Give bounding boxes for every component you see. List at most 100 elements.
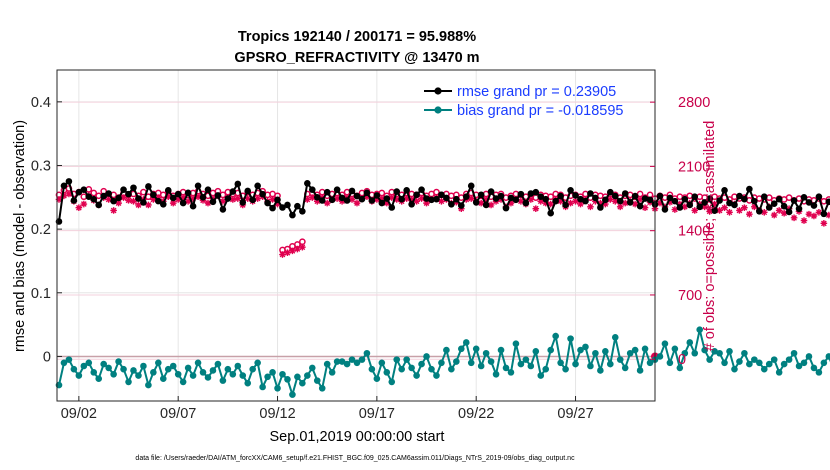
rmse-point bbox=[825, 198, 830, 206]
bias-series-group bbox=[55, 326, 830, 399]
bias-point bbox=[760, 365, 768, 373]
rmse-point bbox=[313, 194, 321, 201]
bias-point bbox=[433, 372, 440, 379]
bias-point bbox=[671, 345, 679, 353]
rmse-point bbox=[75, 188, 83, 196]
rmse-point bbox=[274, 196, 281, 204]
bias-point bbox=[408, 364, 415, 372]
rmse-point bbox=[597, 204, 604, 211]
obs-assimilated-point bbox=[785, 205, 793, 212]
rmse-point bbox=[746, 185, 753, 193]
bias-point bbox=[358, 356, 366, 363]
rmse-point bbox=[497, 192, 505, 200]
rmse-point bbox=[110, 197, 117, 205]
bias-point bbox=[274, 384, 281, 392]
bias-point bbox=[686, 339, 694, 346]
bias-point bbox=[572, 360, 579, 368]
obs-assimilated-point bbox=[741, 204, 748, 212]
bias-point bbox=[611, 334, 619, 341]
obs-assimilated-point bbox=[145, 201, 152, 209]
bias-point bbox=[229, 370, 237, 378]
rmse-point bbox=[711, 207, 718, 214]
rmse-point bbox=[120, 186, 127, 193]
obs-assimilated-point bbox=[666, 198, 674, 206]
bias-point bbox=[115, 358, 122, 365]
rmse-point bbox=[736, 192, 743, 200]
rmse-point bbox=[333, 186, 341, 193]
chart-title-line1: Tropics 192140 / 200171 = 95.988% bbox=[238, 29, 476, 45]
rmse-point bbox=[641, 195, 649, 202]
rmse-point bbox=[328, 196, 336, 204]
legend: rmse grand pr = 0.23905 bias grand pr = … bbox=[424, 84, 623, 119]
obs-assimilated-point bbox=[80, 200, 88, 208]
bias-point bbox=[751, 356, 758, 363]
right-tick-label-2: 1400 bbox=[678, 224, 710, 240]
obs-assimilated-point bbox=[194, 193, 202, 201]
obs-assimilated-point bbox=[110, 207, 117, 214]
rmse-point bbox=[229, 188, 237, 195]
bias-point bbox=[606, 360, 614, 368]
rmse-point bbox=[219, 206, 227, 213]
rmse-point bbox=[239, 199, 247, 206]
bias-point bbox=[502, 364, 510, 372]
rmse-point bbox=[467, 182, 475, 190]
obs-assimilated-point bbox=[547, 200, 554, 208]
rmse-point bbox=[224, 195, 232, 202]
rmse-point bbox=[616, 197, 624, 205]
obs-assimilated-point bbox=[294, 245, 301, 253]
rmse-point bbox=[343, 197, 351, 204]
bias-point bbox=[532, 348, 540, 355]
bias-point bbox=[318, 384, 326, 392]
bias-point bbox=[373, 375, 381, 383]
rmse-point bbox=[358, 195, 366, 203]
bias-point bbox=[348, 356, 356, 363]
bias-point bbox=[249, 365, 256, 373]
data-file-footer: data file: /Users/raeder/DAI/ATM_forcXX/… bbox=[135, 455, 575, 462]
rmse-point bbox=[403, 187, 410, 194]
obs-assimilated-point bbox=[169, 199, 177, 207]
bias-point bbox=[482, 349, 490, 357]
rmse-point bbox=[482, 201, 490, 209]
bias-point bbox=[736, 358, 743, 365]
bias-point bbox=[522, 356, 530, 363]
rmse-point bbox=[646, 196, 654, 204]
obs-assimilated-point bbox=[284, 249, 291, 257]
rmse-point bbox=[279, 204, 286, 211]
bias-point bbox=[492, 370, 500, 378]
bias-point bbox=[731, 365, 738, 373]
bias-point bbox=[656, 353, 664, 360]
bias-point bbox=[383, 369, 391, 376]
obs-assimilated-point bbox=[721, 204, 728, 212]
rmse-point bbox=[214, 192, 222, 199]
bias-point bbox=[304, 372, 311, 379]
bias-point bbox=[477, 362, 485, 370]
bias-point bbox=[428, 365, 435, 373]
bias-point bbox=[602, 348, 609, 355]
rmse-point bbox=[383, 195, 391, 202]
rmse-point bbox=[145, 183, 152, 190]
bias-point bbox=[597, 367, 604, 374]
bias-point bbox=[65, 356, 73, 363]
obs-assimilated-point bbox=[587, 203, 594, 211]
bias-point bbox=[726, 348, 733, 355]
obs-assimilated-point bbox=[105, 196, 112, 203]
obs-assimilated-point bbox=[676, 200, 684, 208]
bias-point bbox=[174, 370, 182, 378]
obs-assimilated-point bbox=[602, 200, 609, 208]
bias-point bbox=[130, 367, 137, 374]
bias-point bbox=[527, 362, 535, 370]
obs-assimilated-point bbox=[736, 207, 743, 214]
rmse-point bbox=[423, 195, 430, 202]
bias-point bbox=[363, 349, 371, 357]
rmse-point bbox=[318, 197, 326, 204]
rmse-point bbox=[557, 192, 564, 200]
bias-point bbox=[820, 359, 828, 367]
obs-assimilated-point bbox=[219, 197, 227, 205]
right-tick-label-0: 0 bbox=[678, 352, 686, 368]
rmse-point bbox=[299, 208, 306, 215]
bias-point bbox=[537, 372, 545, 379]
obs-assimilated-point bbox=[130, 197, 137, 205]
rmse-point bbox=[150, 191, 157, 199]
rmse-point bbox=[428, 196, 435, 204]
bias-point bbox=[90, 369, 98, 376]
